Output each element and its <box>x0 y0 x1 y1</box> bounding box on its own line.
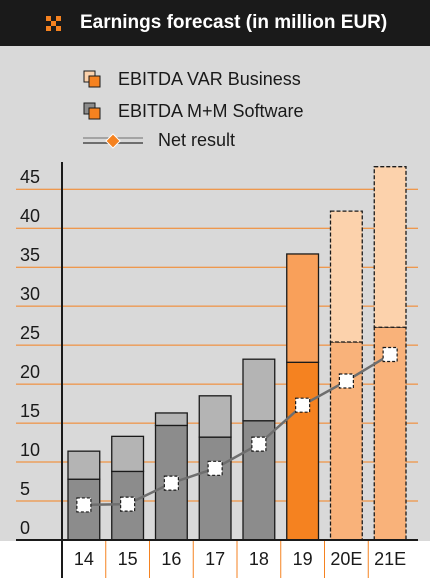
bar-segment <box>242 358 276 422</box>
y-tick-label: 5 <box>20 479 30 499</box>
bar-segment <box>373 326 407 541</box>
x-tick-label: 17 <box>205 549 225 569</box>
bar-segment <box>111 435 145 473</box>
x-tick-label: 20E <box>330 549 362 569</box>
y-tick-label: 15 <box>20 401 40 421</box>
header <box>0 0 430 46</box>
net-result-marker <box>251 436 267 452</box>
y-tick-label: 35 <box>20 245 40 265</box>
bar-segment <box>198 436 232 541</box>
y-tick-label: 40 <box>20 206 40 226</box>
net-result-marker <box>295 397 311 413</box>
y-tick-label: 45 <box>20 167 40 187</box>
net-result-marker <box>338 373 354 389</box>
x-tick-label: 21E <box>374 549 406 569</box>
x-tick-label: 18 <box>249 549 269 569</box>
bar-segment <box>154 412 188 427</box>
bar-segment <box>329 341 363 541</box>
y-tick-label: 20 <box>20 362 40 382</box>
x-tick-label: 15 <box>118 549 138 569</box>
y-tick-label: 10 <box>20 440 40 460</box>
legend-swatch <box>88 107 101 120</box>
y-tick-label: 25 <box>20 323 40 343</box>
legend-marker <box>105 133 121 149</box>
header-icon <box>46 16 61 31</box>
legend-label: EBITDA M+M Software <box>118 101 304 121</box>
net-result-marker <box>76 497 92 513</box>
bar-segment <box>67 450 101 480</box>
bar-segment <box>329 210 363 343</box>
net-result-marker <box>120 496 136 512</box>
legend-label: EBITDA VAR Business <box>118 69 301 89</box>
x-tick-label: 19 <box>293 549 313 569</box>
y-tick-label: 30 <box>20 284 40 304</box>
x-tick-label: 14 <box>74 549 94 569</box>
x-tick-label: 16 <box>161 549 181 569</box>
legend-swatch <box>88 75 101 88</box>
bar-segment <box>286 253 320 363</box>
bar-segment <box>373 166 407 328</box>
net-result-marker <box>207 460 223 476</box>
bar-segment <box>286 361 320 541</box>
y-tick-label: 0 <box>20 518 30 538</box>
legend-label: Net result <box>158 130 235 150</box>
net-result-marker <box>163 475 179 491</box>
net-result-marker <box>382 346 398 363</box>
category-strip <box>0 541 430 578</box>
bar-segment <box>198 395 232 438</box>
chart-title: Earnings forecast (in million EUR) <box>80 12 387 33</box>
